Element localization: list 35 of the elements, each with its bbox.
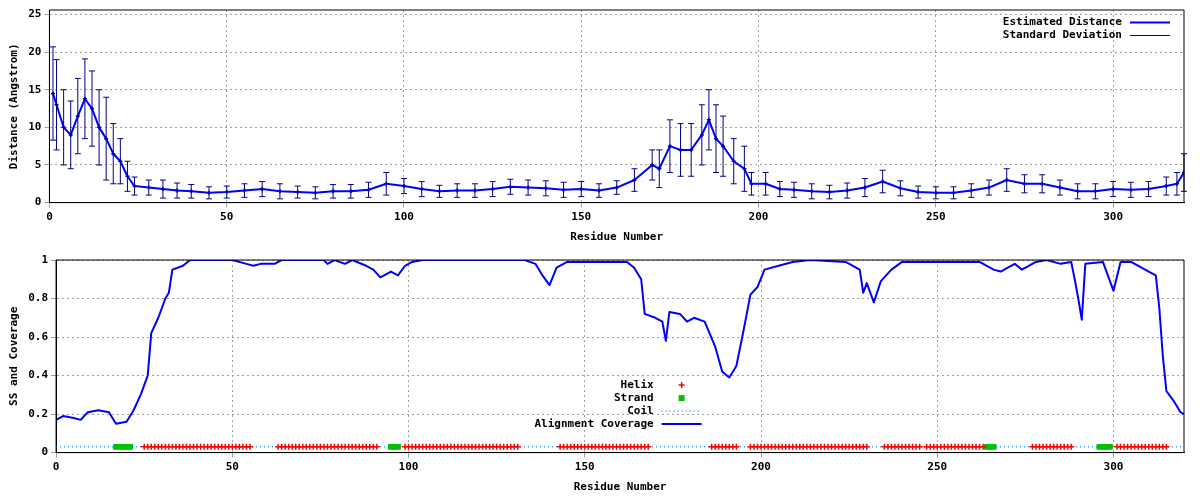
x-tick-label: 100 — [398, 460, 419, 474]
x-tick-label: 200 — [751, 460, 771, 474]
x-axis-title: Residue Number — [573, 480, 667, 494]
y-tick-label: 0 — [34, 195, 42, 209]
legend-label: Standard Deviation — [1002, 28, 1122, 42]
legend-label: Alignment Coverage — [534, 416, 654, 430]
x-tick-label: 300 — [1103, 460, 1124, 474]
y-tick-label: 0.4 — [28, 368, 49, 382]
legend-label: Helix — [620, 377, 654, 391]
y-tick-label: 0.8 — [28, 291, 49, 305]
y-tick-label: 0.6 — [28, 329, 49, 343]
y-tick-label: 25 — [28, 7, 42, 21]
legend-label: Estimated Distance — [1002, 15, 1123, 29]
x-tick-label: 100 — [394, 210, 414, 224]
x-tick-label: 150 — [574, 460, 595, 474]
y-tick-label: 15 — [28, 82, 42, 96]
y-axis-title: Distance (Angstrom) — [7, 43, 21, 170]
x-tick-label: 250 — [927, 460, 948, 474]
legend-label: Strand — [613, 390, 654, 404]
x-tick-label: 50 — [220, 210, 234, 224]
x-tick-label: 0 — [52, 460, 60, 474]
y-tick-label: 1 — [41, 252, 49, 266]
x-tick-label: 50 — [225, 460, 239, 474]
y-axis-title: SS and Coverage — [7, 306, 21, 406]
y-tick-label: 20 — [28, 44, 42, 58]
x-tick-label: 250 — [925, 210, 946, 224]
y-tick-label: 0.2 — [28, 406, 49, 420]
y-tick-label: 0 — [41, 445, 49, 459]
y-tick-label: 5 — [34, 157, 42, 171]
x-tick-label: 200 — [748, 210, 769, 224]
x-axis-title: Residue Number — [570, 230, 664, 244]
x-tick-label: 150 — [571, 210, 592, 224]
x-tick-label: 300 — [1103, 210, 1124, 224]
legend-label: Coil — [627, 403, 654, 417]
y-tick-label: 10 — [28, 120, 42, 134]
